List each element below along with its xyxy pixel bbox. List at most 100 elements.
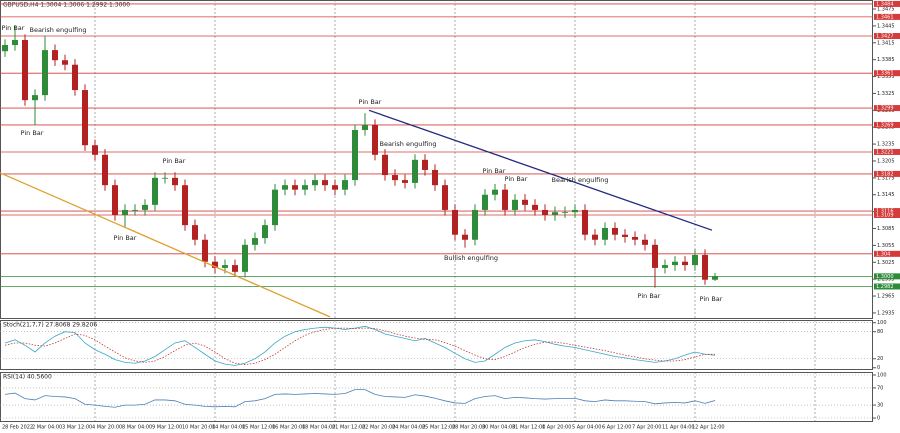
level-label-box bbox=[874, 13, 900, 20]
level-label-box bbox=[874, 121, 900, 128]
candle-body bbox=[472, 209, 478, 240]
candle-body bbox=[482, 194, 488, 210]
x-tick-label: 9 Mar 12:00 bbox=[152, 425, 182, 431]
candle-body bbox=[242, 244, 248, 272]
level-label-box bbox=[874, 148, 900, 155]
candle-body bbox=[92, 145, 98, 155]
level-label-box bbox=[874, 105, 900, 112]
trendline bbox=[368, 109, 713, 231]
y-tick-label: 1.3445 bbox=[877, 23, 895, 29]
y-tick-label: 1.3355 bbox=[877, 74, 895, 80]
trendline bbox=[0, 172, 331, 318]
x-tick-label: 4 Mar 20:00 bbox=[92, 425, 122, 431]
y-tick-label: 0 bbox=[877, 365, 880, 371]
candle-body bbox=[312, 180, 318, 186]
candle-body bbox=[212, 261, 218, 268]
annotation: Bullish engulfing bbox=[444, 254, 498, 262]
candle-body bbox=[292, 185, 298, 190]
level-label-box bbox=[874, 273, 900, 280]
y-tick-label: 1.2935 bbox=[877, 310, 895, 316]
y-tick-label: 1.3475 bbox=[877, 7, 895, 13]
candle-body bbox=[522, 199, 528, 205]
x-tick-label: 5 Apr 04:00 bbox=[572, 425, 601, 431]
level-label: 1.3269 bbox=[876, 122, 894, 128]
candle-body bbox=[602, 227, 608, 240]
level-label: 1.3109 bbox=[876, 213, 894, 219]
candle-body bbox=[542, 209, 548, 216]
x-tick-label: 11 Apr 04:00 bbox=[662, 425, 695, 431]
candle-body bbox=[132, 209, 138, 211]
candle-body bbox=[652, 244, 658, 268]
indicator-line bbox=[4, 389, 716, 408]
candle-body bbox=[712, 276, 718, 280]
x-tick-label: 15 Mar 12:00 bbox=[242, 425, 275, 431]
level-label-box bbox=[874, 170, 900, 177]
rsi-panel-frame bbox=[0, 372, 873, 422]
candle-body bbox=[452, 209, 458, 235]
candle-body bbox=[122, 209, 128, 216]
x-tick-label: 7 Apr 20:00 bbox=[632, 425, 661, 431]
level-label-box bbox=[874, 250, 900, 257]
y-tick-label: 1.3415 bbox=[877, 40, 895, 46]
x-tick-label: 14 Mar 04:00 bbox=[212, 425, 245, 431]
candle-body bbox=[682, 261, 688, 266]
candle-body bbox=[172, 177, 178, 186]
y-tick-label: 1.3085 bbox=[877, 226, 895, 232]
candle-body bbox=[222, 265, 228, 268]
y-tick-label: 1.3325 bbox=[877, 91, 895, 97]
y-tick-label: 1.3235 bbox=[877, 142, 895, 148]
annotation: Pin Bar bbox=[700, 295, 723, 303]
x-tick-label: 28 Feb 2022 bbox=[2, 425, 33, 431]
x-tick-label: 18 Mar 04:00 bbox=[302, 425, 335, 431]
indicator-line bbox=[4, 325, 716, 366]
candle-body bbox=[72, 64, 78, 91]
candle-body bbox=[442, 185, 448, 210]
stoch-title: Stoch(21,7,7) 27.8068 29.8206 bbox=[3, 322, 97, 329]
candle-body bbox=[232, 265, 238, 272]
y-tick-label: 1.2965 bbox=[877, 294, 895, 300]
y-tick-label: 30 bbox=[877, 403, 883, 409]
annotation: Bearish engulfing bbox=[29, 26, 86, 34]
level-label-box bbox=[874, 33, 900, 40]
level-label: 1.3484 bbox=[876, 1, 894, 7]
y-tick-label: 1.3385 bbox=[877, 57, 895, 63]
candle-body bbox=[142, 204, 148, 210]
x-tick-label: 6 Apr 12:00 bbox=[602, 425, 631, 431]
candle-body bbox=[82, 90, 88, 146]
candle-body bbox=[202, 239, 208, 262]
candle-body bbox=[302, 185, 308, 190]
candle-body bbox=[622, 234, 628, 237]
level-label: 1.3116 bbox=[876, 209, 894, 215]
candle-body bbox=[192, 225, 198, 240]
candle-body bbox=[112, 185, 118, 216]
candle-body bbox=[702, 254, 708, 280]
candle-body bbox=[532, 204, 538, 210]
y-tick-label: 100 bbox=[877, 320, 887, 326]
candle-body bbox=[642, 239, 648, 245]
candle-body bbox=[272, 189, 278, 226]
chart-title: GBPUSD,H4 1.3004 1.3006 1.2992 1.3000 bbox=[3, 2, 130, 9]
candle-body bbox=[42, 50, 48, 96]
level-label-box bbox=[874, 208, 900, 215]
x-tick-label: 10 Mar 20:00 bbox=[182, 425, 215, 431]
candle-body bbox=[362, 124, 368, 131]
candle-body bbox=[62, 60, 68, 65]
annotation: Bearish engulfing bbox=[551, 176, 608, 184]
level-label-box bbox=[874, 0, 900, 7]
candle-body bbox=[22, 39, 28, 101]
y-tick-label: 1.3175 bbox=[877, 175, 895, 181]
candle-body bbox=[2, 45, 8, 52]
candle-body bbox=[692, 254, 698, 266]
x-tick-label: 1 Apr 20:00 bbox=[542, 425, 571, 431]
annotation: Pin Bar bbox=[2, 24, 25, 32]
candle-body bbox=[152, 177, 158, 205]
y-tick-label: 1.3055 bbox=[877, 243, 895, 249]
candle-body bbox=[412, 159, 418, 183]
candle-body bbox=[262, 225, 268, 239]
level-label: 1.3427 bbox=[876, 34, 894, 40]
level-label-box bbox=[874, 283, 900, 290]
x-tick-label: 30 Mar 04:00 bbox=[482, 425, 515, 431]
candle-body bbox=[332, 185, 338, 190]
y-tick-label: 1.3145 bbox=[877, 192, 895, 198]
